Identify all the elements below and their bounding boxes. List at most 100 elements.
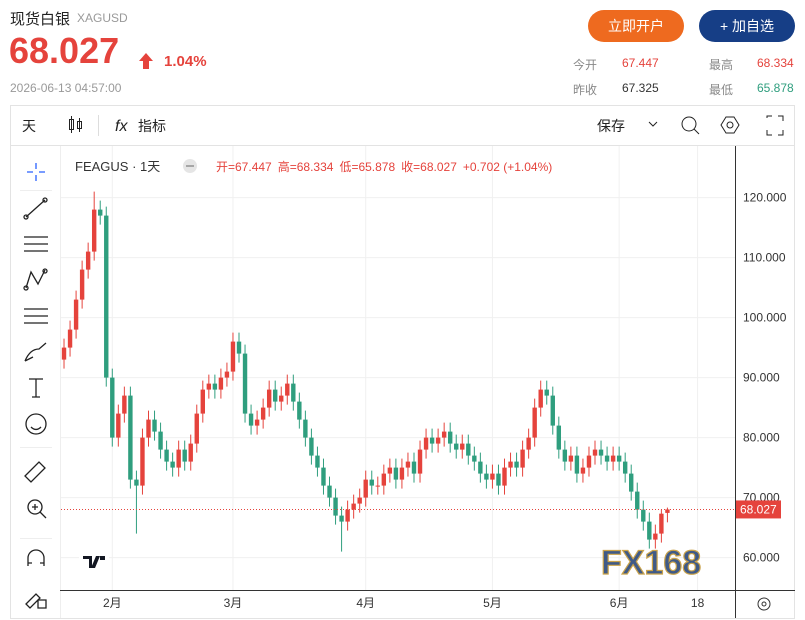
y-tick-label: 110.000 (743, 251, 786, 265)
candle-body (629, 473, 634, 492)
symbol: XAGUSD (77, 11, 128, 25)
interval[interactable]: 天 (22, 118, 36, 134)
stat-label: 最低 (709, 83, 734, 97)
candle-body (466, 443, 471, 456)
candle-body (279, 395, 284, 402)
candle-body (496, 473, 501, 486)
candle-body (200, 389, 205, 414)
candle-body (363, 479, 368, 498)
candle-body (387, 467, 393, 474)
candle-body (182, 449, 187, 462)
candle-body (454, 443, 459, 450)
save[interactable]: 保存 (597, 118, 625, 134)
candle-body (393, 467, 399, 480)
candle-body (333, 497, 338, 516)
candle-body (98, 209, 103, 216)
y-tick-label: 80.000 (743, 431, 780, 445)
candle-body (218, 377, 224, 390)
candle-body (91, 209, 97, 252)
last-price-label: 68.027 (740, 502, 777, 516)
candle-body (236, 341, 242, 354)
candle-body (79, 269, 85, 300)
stat-label: 最高 (709, 58, 734, 72)
watermark: FX168 (601, 544, 701, 582)
candle-body (556, 425, 562, 450)
dropdown-icon[interactable] (648, 121, 658, 127)
candle-body (146, 419, 151, 438)
symbol-label: FEAGUS · 1天 (75, 159, 160, 174)
tv-logo (79, 550, 109, 574)
candle-body (176, 449, 181, 468)
candle-body (164, 449, 169, 462)
candle-body (604, 455, 610, 462)
candle-body (303, 419, 308, 438)
candle-body (490, 473, 495, 480)
candle-icon[interactable] (69, 116, 82, 133)
candle-body (266, 389, 272, 408)
candle-body (206, 383, 212, 390)
candle-body (369, 479, 374, 486)
drawing-tools[interactable] (23, 163, 48, 609)
open-account-button[interactable]: 立即开户 (588, 10, 684, 42)
candle-body (73, 299, 79, 330)
candle-body (568, 455, 574, 462)
indicators[interactable]: 指标 (138, 118, 166, 134)
stat-value: 68.334 (757, 56, 794, 70)
x-tick-label: 18 (691, 596, 705, 610)
candle-body (586, 455, 592, 468)
candle-body (248, 413, 254, 426)
candle-body (544, 389, 549, 396)
y-tick-label: 60.000 (743, 551, 780, 565)
candle-body (170, 461, 175, 468)
candle-body (110, 377, 115, 438)
candle-body (212, 383, 218, 390)
candle-body (441, 431, 447, 438)
candle-body (592, 449, 598, 456)
candle-body (194, 413, 199, 444)
candle-body (460, 443, 465, 450)
ohlc-legend: 收=68.027 (401, 160, 457, 174)
x-tick-label: 4月 (356, 596, 375, 610)
candle-body (562, 449, 568, 462)
candle-body (339, 515, 344, 522)
x-tick-label: 3月 (224, 596, 243, 610)
candle-body (622, 461, 628, 474)
candle-body (61, 347, 67, 360)
change: 1.04% (164, 53, 207, 70)
candle-body (158, 431, 163, 450)
candle-body (550, 395, 555, 426)
candle-body (405, 461, 411, 468)
candle-body (435, 437, 441, 444)
candle-body (635, 491, 640, 510)
stat-label: 昨收 (573, 83, 598, 97)
candle-body (375, 485, 380, 487)
candle-body (423, 437, 429, 450)
candle-body (472, 455, 477, 462)
candle-body (653, 533, 658, 540)
x-tick-label: 5月 (483, 596, 502, 610)
candle-body (447, 431, 453, 444)
candle-body (230, 341, 236, 372)
fx-icon[interactable]: fx (115, 118, 128, 135)
settings-icon[interactable] (757, 597, 771, 611)
add-watch-button[interactable]: + 加自选 (699, 10, 795, 42)
up-arrow (139, 53, 153, 69)
candle-body (580, 467, 586, 474)
candle-body (478, 461, 483, 474)
candle-body (140, 437, 145, 486)
candle-body (315, 455, 320, 468)
settings-icons[interactable] (681, 115, 784, 136)
candle-body (242, 353, 248, 414)
candle-body (484, 473, 489, 480)
candle-body (417, 449, 423, 474)
candle-body (224, 371, 230, 378)
title: 现货白银 (10, 11, 71, 28)
candle-body (104, 215, 109, 378)
stat-value: 67.447 (622, 56, 659, 70)
candle-body (641, 509, 646, 522)
candle-body (122, 395, 127, 414)
grid (61, 146, 735, 590)
y-tick-label: 120.000 (743, 191, 787, 205)
candle-body (351, 503, 356, 510)
